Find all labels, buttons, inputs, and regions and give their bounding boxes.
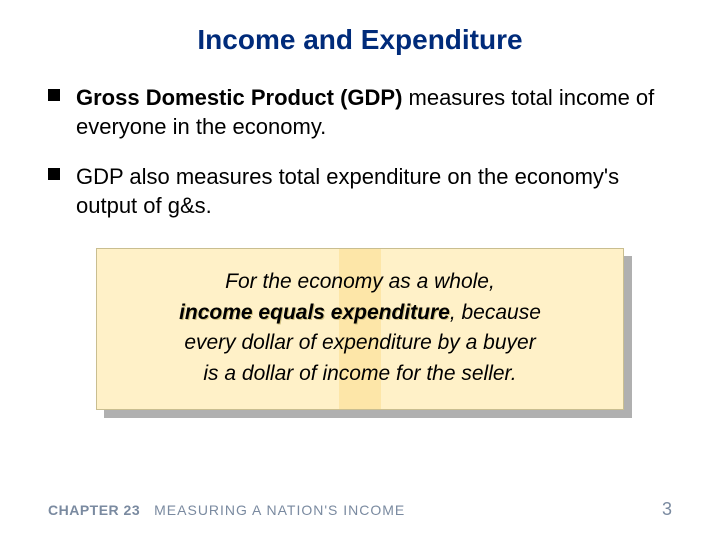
callout-line: income equals expenditure, because (125, 298, 595, 328)
callout-box: For the economy as a whole, income equal… (96, 248, 624, 410)
callout-key-phrase: income equals expenditure (179, 301, 450, 324)
callout-line: For the economy as a whole, (125, 267, 595, 297)
bullet-list: Gross Domestic Product (GDP) measures to… (48, 84, 672, 220)
slide-footer: CHAPTER 23 MEASURING A NATION'S INCOME 3 (48, 499, 672, 520)
slide: Income and Expenditure Gross Domestic Pr… (0, 0, 720, 540)
bullet-item: Gross Domestic Product (GDP) measures to… (48, 84, 672, 141)
bullet-text: GDP also measures total expenditure on t… (76, 164, 619, 218)
callout-line: is a dollar of income for the seller. (125, 359, 595, 389)
callout-content: For the economy as a whole, income equal… (96, 248, 624, 410)
chapter-title: MEASURING A NATION'S INCOME (154, 502, 405, 518)
slide-title: Income and Expenditure (48, 24, 672, 56)
callout-line: every dollar of expenditure by a buyer (125, 328, 595, 358)
chapter-label: CHAPTER 23 (48, 502, 140, 518)
page-number: 3 (662, 499, 672, 520)
callout-text: , because (450, 301, 541, 324)
bullet-item: GDP also measures total expenditure on t… (48, 163, 672, 220)
bullet-bold: Gross Domestic Product (GDP) (76, 85, 402, 110)
